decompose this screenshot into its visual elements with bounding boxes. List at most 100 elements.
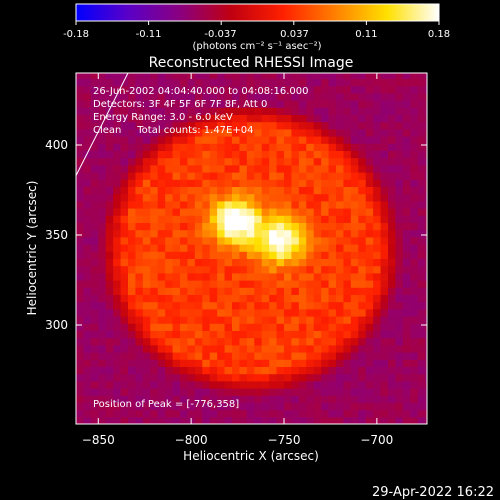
heatmap-cell: [217, 416, 226, 424]
heatmap-cell: [105, 92, 114, 101]
heatmap-cell: [336, 121, 345, 130]
heatmap-cell: [395, 157, 404, 166]
heatmap-cell: [358, 73, 367, 79]
heatmap-cell: [194, 280, 203, 288]
heatmap-cell: [425, 395, 427, 403]
heatmap-cell: [328, 222, 337, 231]
heatmap-cell: [254, 143, 263, 151]
heatmap-cell: [254, 344, 263, 353]
heatmap-cell: [172, 107, 181, 115]
heatmap-cell: [142, 244, 151, 252]
heatmap-cell: [410, 78, 419, 87]
heatmap-cell: [417, 244, 426, 252]
heatmap-cell: [83, 294, 92, 303]
heatmap-cell: [373, 143, 382, 151]
heatmap-cell: [172, 366, 181, 375]
heatmap-cell: [254, 100, 263, 108]
heatmap-cell: [113, 229, 122, 238]
heatmap-cell: [98, 179, 107, 187]
heatmap-cell: [90, 100, 99, 108]
heatmap-cell: [217, 337, 226, 346]
heatmap-cell: [350, 244, 359, 252]
heatmap-cell: [76, 208, 85, 216]
heatmap-cell: [172, 380, 181, 389]
heatmap-cell: [202, 121, 211, 130]
heatmap-cell: [187, 316, 196, 324]
heatmap-cell: [388, 287, 397, 295]
heatmap-cell: [113, 337, 122, 346]
heatmap-cell: [343, 395, 352, 403]
heatmap-cell: [239, 337, 248, 346]
heatmap-cell: [380, 344, 389, 353]
heatmap-cell: [209, 373, 218, 382]
heatmap-cell: [150, 193, 159, 202]
heatmap-cell: [402, 366, 411, 375]
heatmap-cell: [388, 73, 397, 79]
heatmap-cell: [373, 323, 382, 331]
heatmap-cell: [172, 179, 181, 187]
heatmap-cell: [246, 337, 255, 346]
heatmap-cell: [165, 150, 174, 159]
heatmap-cell: [291, 164, 300, 173]
heatmap-cell: [313, 208, 322, 216]
heatmap-cell: [365, 78, 374, 87]
heatmap-cell: [142, 208, 151, 216]
heatmap-cell: [350, 136, 359, 144]
heatmap-cell: [298, 380, 307, 389]
heatmap-cell: [246, 316, 255, 324]
heatmap-cell: [373, 229, 382, 238]
heatmap-cell: [157, 186, 166, 195]
heatmap-cell: [232, 150, 241, 159]
heatmap-cell: [410, 258, 419, 267]
heatmap-cell: [120, 85, 129, 94]
heatmap-cell: [194, 344, 203, 353]
heatmap-cell: [246, 272, 255, 281]
heatmap-cell: [358, 128, 367, 137]
heatmap-cell: [388, 373, 397, 382]
heatmap-cell: [135, 251, 144, 259]
heatmap-cell: [172, 193, 181, 202]
heatmap-cell: [217, 222, 226, 231]
heatmap-cell: [321, 143, 330, 151]
heatmap-cell: [328, 172, 337, 180]
heatmap-cell: [157, 157, 166, 166]
heatmap-cell: [172, 402, 181, 411]
heatmap-cell: [246, 193, 255, 202]
heatmap-cell: [194, 373, 203, 382]
heatmap-cell: [98, 222, 107, 231]
heatmap-cell: [209, 85, 218, 94]
heatmap-cell: [254, 402, 263, 411]
heatmap-cell: [90, 172, 99, 180]
heatmap-cell: [172, 258, 181, 267]
heatmap-cell: [98, 150, 107, 159]
heatmap-cell: [90, 236, 99, 245]
x-axis-label: Heliocentric X (arcsec): [183, 449, 319, 463]
heatmap-cell: [135, 193, 144, 202]
heatmap-cell: [76, 388, 85, 396]
heatmap-cell: [425, 78, 427, 87]
heatmap-cell: [410, 208, 419, 216]
heatmap-cell: [217, 330, 226, 339]
heatmap-cell: [202, 193, 211, 202]
heatmap-cell: [180, 229, 189, 238]
heatmap-cell: [425, 92, 427, 101]
heatmap-cell: [224, 416, 233, 424]
heatmap-cell: [142, 73, 151, 79]
heatmap-cell: [120, 179, 129, 187]
heatmap-cell: [276, 172, 285, 180]
heatmap-cell: [328, 92, 337, 101]
heatmap-cell: [284, 388, 293, 396]
heatmap-cell: [194, 272, 203, 281]
heatmap-cell: [239, 164, 248, 173]
heatmap-cell: [336, 258, 345, 267]
heatmap-cell: [172, 222, 181, 231]
heatmap-cell: [157, 416, 166, 424]
heatmap-cell: [142, 258, 151, 267]
heatmap-cell: [402, 164, 411, 173]
heatmap-cell: [388, 344, 397, 353]
heatmap-cell: [157, 143, 166, 151]
heatmap-cell: [410, 172, 419, 180]
heatmap-cell: [336, 287, 345, 295]
heatmap-cell: [306, 92, 315, 101]
heatmap-cell: [113, 409, 122, 418]
